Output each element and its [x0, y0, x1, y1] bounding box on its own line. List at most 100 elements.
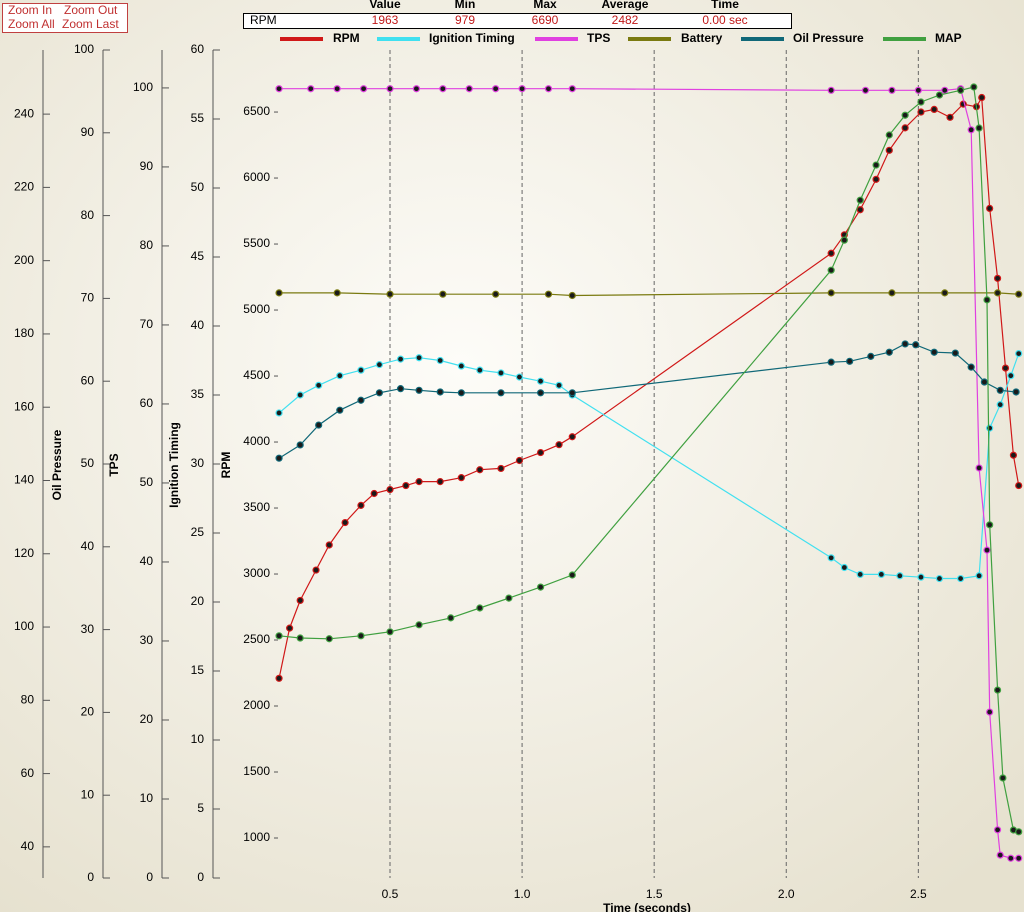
data-point	[967, 126, 975, 134]
y-tick-label: 5000	[243, 302, 270, 316]
data-point	[1007, 372, 1015, 380]
y-tick-label: 10	[140, 791, 154, 805]
zoom-out[interactable]: Zoom Out	[64, 3, 118, 17]
data-point	[1009, 451, 1018, 459]
data-point	[312, 566, 320, 574]
data-point	[970, 83, 978, 91]
data-point	[993, 289, 1002, 297]
data-point	[930, 105, 938, 113]
stats-value: 0.00 sec	[702, 13, 747, 27]
data-point	[436, 356, 444, 365]
data-point	[370, 489, 378, 498]
y-tick-label: 30	[191, 456, 205, 470]
data-point	[840, 563, 848, 572]
data-point	[993, 274, 1002, 282]
data-point	[357, 501, 365, 509]
y-tick-label: 40	[191, 318, 205, 332]
y-tick-label: 6500	[243, 104, 270, 118]
data-point	[856, 206, 864, 214]
y-tick-label: 15	[191, 663, 205, 677]
data-point	[375, 361, 384, 369]
y-tick-label: 20	[191, 594, 205, 608]
data-point	[827, 554, 835, 562]
y-tick-label: 60	[81, 373, 95, 387]
y-tick-label: 40	[21, 839, 35, 853]
data-point	[412, 85, 421, 93]
y-tick-label: 160	[14, 399, 34, 413]
data-point	[476, 366, 484, 374]
data-point	[935, 91, 944, 99]
data-point	[888, 289, 896, 297]
y-tick-label: 1500	[243, 764, 270, 778]
series-line	[279, 88, 1019, 859]
zoom-in[interactable]: Zoom In	[8, 3, 52, 17]
stats-header: Time	[711, 0, 739, 11]
data-point	[917, 573, 925, 581]
data-point	[1015, 350, 1023, 358]
legend-swatch	[628, 37, 671, 41]
data-point	[386, 485, 394, 494]
y-tick-label: 5	[197, 801, 204, 815]
data-point	[275, 632, 283, 640]
data-point	[325, 541, 333, 549]
data-point	[993, 826, 1002, 834]
data-point	[861, 86, 870, 94]
y-tick-label: 200	[14, 253, 34, 267]
data-point	[536, 377, 545, 385]
data-point	[336, 406, 344, 414]
y-tick-label: 2000	[243, 698, 270, 712]
data-point	[515, 373, 524, 381]
data-point	[846, 357, 854, 365]
data-point	[515, 456, 524, 465]
data-point	[476, 466, 484, 474]
data-point	[1012, 388, 1020, 396]
legend-swatch	[377, 37, 420, 41]
y-tick-label: 60	[191, 42, 205, 56]
y-tick-label: 0	[87, 870, 94, 884]
data-point	[1015, 854, 1023, 862]
data-point	[978, 93, 986, 102]
zoom-all[interactable]: Zoom All	[8, 17, 55, 31]
y-tick-label: 10	[191, 732, 205, 746]
data-point	[296, 441, 304, 449]
y-tick-label: 100	[133, 80, 153, 94]
y-tick-label: 240	[14, 106, 34, 120]
y-tick-label: 140	[14, 473, 34, 487]
data-point	[993, 686, 1002, 694]
x-tick-label: 0.5	[382, 887, 399, 901]
data-point	[415, 354, 423, 362]
y-tick-label: 40	[81, 539, 95, 553]
data-point	[315, 421, 323, 429]
axis-title: MAP	[0, 452, 3, 479]
stats-box	[243, 13, 792, 29]
zoom-last[interactable]: Zoom Last	[62, 17, 119, 31]
data-point	[505, 594, 513, 602]
axis-title: TPS	[107, 453, 121, 476]
y-tick-label: 70	[81, 291, 95, 305]
data-point	[901, 124, 909, 132]
data-point	[983, 296, 991, 304]
series-line	[279, 86, 1019, 833]
data-point	[275, 409, 283, 417]
y-tick-label: 3000	[243, 566, 270, 580]
legend-label: Oil Pressure	[793, 31, 864, 45]
stats-header: Average	[602, 0, 649, 11]
data-point	[386, 85, 394, 93]
legend-swatch	[280, 37, 323, 41]
data-point	[536, 389, 545, 397]
y-tick-label: 25	[191, 525, 205, 539]
data-point	[877, 570, 885, 579]
data-point	[476, 604, 484, 612]
data-point	[568, 571, 576, 579]
y-tick-label: 1000	[243, 830, 270, 844]
y-tick-label: 55	[191, 111, 205, 125]
data-point	[1015, 481, 1023, 490]
data-point	[275, 674, 283, 682]
data-point	[827, 358, 835, 366]
data-point	[296, 391, 304, 399]
y-tick-label: 2500	[243, 632, 270, 646]
data-point	[375, 389, 384, 397]
data-point	[1007, 854, 1015, 862]
data-point	[296, 634, 304, 642]
data-point	[415, 621, 423, 629]
